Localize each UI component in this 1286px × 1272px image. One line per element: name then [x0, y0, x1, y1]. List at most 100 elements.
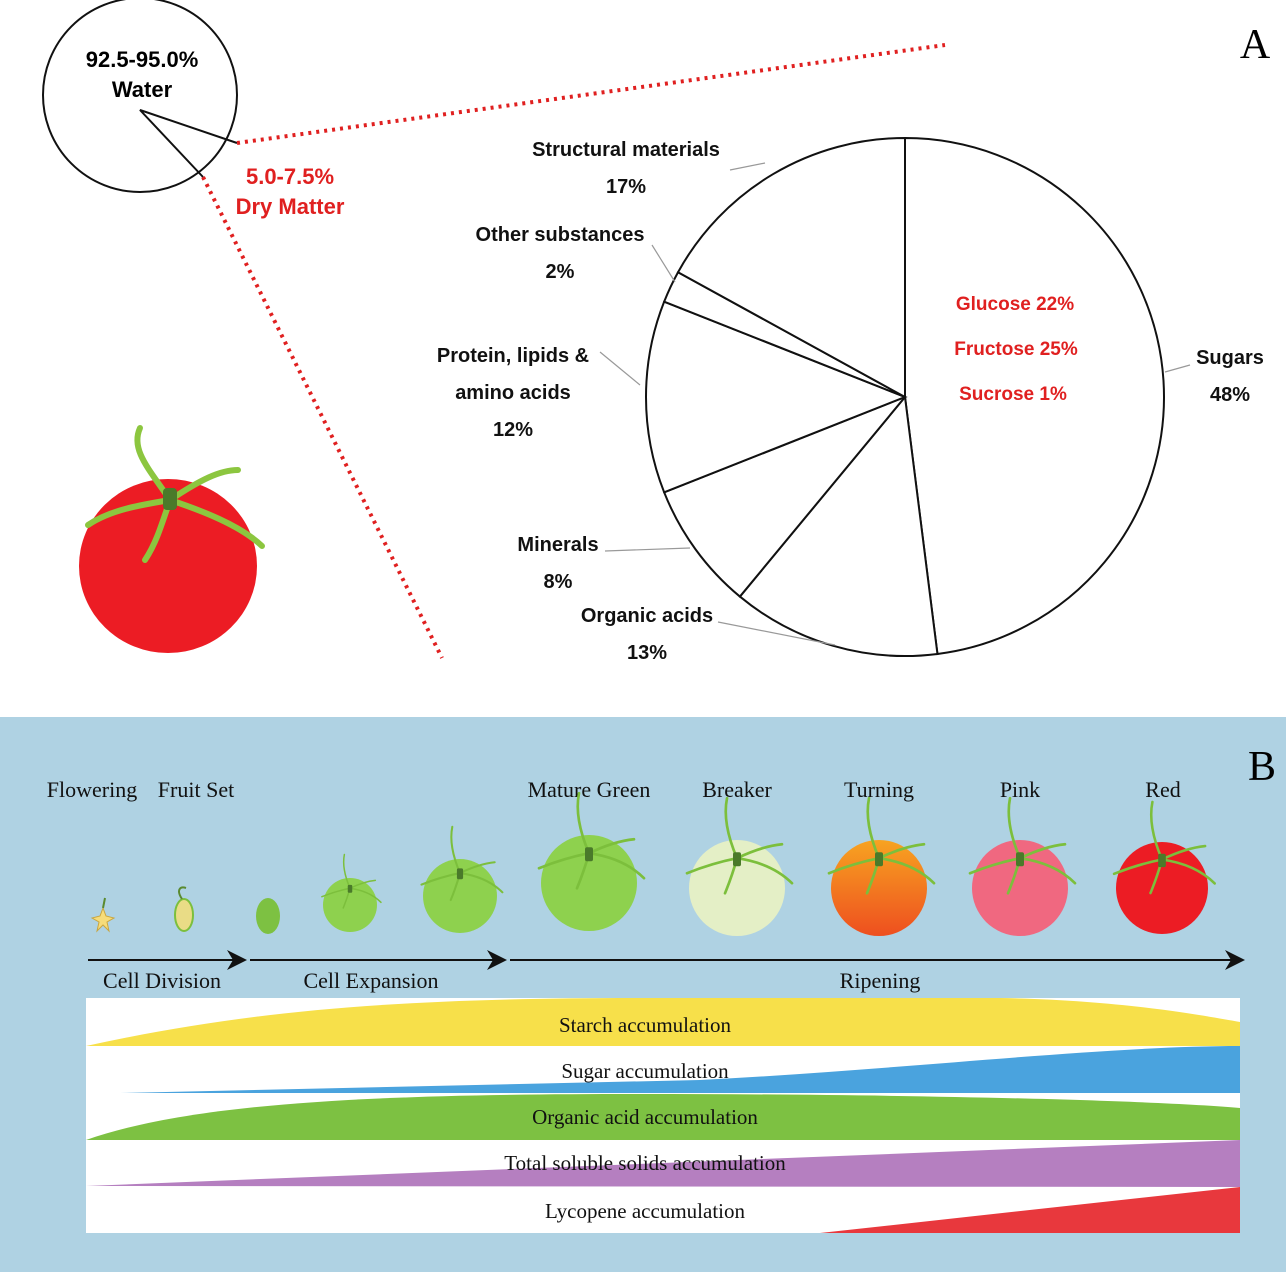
fruit-calyx [827, 796, 936, 895]
sepal [458, 861, 496, 875]
sepal [1160, 858, 1216, 885]
pie-slice [904, 136, 1165, 656]
slice-name: Protein, lipids & amino acids [436, 345, 590, 404]
phase-label: Cell Expansion [303, 968, 438, 993]
sepal [968, 856, 1022, 875]
tomato-stem [163, 488, 177, 510]
slice-value: 2% [545, 261, 575, 283]
slice-value: 48% [1209, 384, 1251, 406]
sepal [349, 879, 377, 890]
sepal [735, 856, 794, 885]
accumulation-label: Lycopene accumulation [545, 1199, 746, 1223]
pie-slice [645, 300, 908, 494]
slice-label: Minerals 8% [478, 527, 638, 601]
sepal [1160, 844, 1207, 861]
slice-label: Structural materials 17% [506, 132, 746, 206]
sepal [1018, 842, 1067, 860]
slice-value: 17% [605, 176, 647, 198]
zoom-line [201, 176, 444, 659]
pie-slice [662, 396, 906, 598]
stage-label: Red [1145, 777, 1180, 802]
stage-label: Pink [1000, 777, 1040, 802]
acid-band [86, 1094, 1240, 1140]
sepal [420, 872, 462, 886]
zoom-line [236, 43, 946, 145]
sepal [587, 851, 646, 880]
fruit-set [174, 898, 194, 932]
slice-label: Other substances 2% [450, 217, 670, 291]
sepal [349, 887, 382, 904]
sepal [321, 887, 351, 898]
water-range: 92.5-95.0% [86, 47, 199, 72]
slice-label: Sugars 48% [1170, 340, 1286, 414]
slice-name: Sugars [1196, 347, 1264, 369]
lycopene-band [820, 1187, 1240, 1233]
sepal [458, 872, 504, 894]
sepal [1018, 856, 1077, 885]
fruit-set-stem [178, 886, 187, 900]
panel-letter: A [1240, 22, 1271, 68]
leader-line [599, 351, 641, 386]
slice-name: Minerals [517, 534, 599, 556]
slice-name: Structural materials [532, 139, 720, 161]
stage-label: Breaker [702, 777, 772, 802]
fruit-stem [875, 852, 883, 867]
accumulation-label: Sugar accumulation [561, 1059, 729, 1083]
accumulation-label: Starch accumulation [559, 1013, 732, 1037]
sepal [877, 856, 936, 885]
young-fruit [256, 898, 280, 934]
sugar-component: Glucose 22% [956, 294, 1074, 315]
starch-band [86, 998, 1240, 1046]
phase-label: Ripening [840, 968, 921, 993]
accumulation-label: Total soluble solids accumulation [504, 1151, 786, 1175]
sepal [1112, 858, 1164, 876]
stage-label: Turning [844, 777, 914, 802]
fruit-stem [456, 868, 464, 880]
stage-label: Fruit Set [158, 777, 234, 802]
leader-line [717, 621, 836, 646]
tomato [79, 479, 257, 653]
sepal [827, 856, 881, 875]
stage-label: Flowering [47, 777, 137, 802]
slice-name: Other substances [475, 224, 645, 246]
leader-line [651, 244, 676, 283]
dry-matter-name: Dry Matter [230, 192, 350, 222]
pie-slice [738, 394, 939, 657]
leader-line [729, 162, 766, 171]
fruit-stem [1016, 852, 1024, 867]
slice-value: 13% [626, 642, 668, 664]
flower-stem [102, 897, 106, 909]
leader-line [604, 547, 691, 552]
panel-letter: B [1248, 744, 1276, 790]
slice-label: Organic acids 13% [547, 598, 747, 672]
sepal [587, 837, 636, 855]
dry-matter-wedge [139, 109, 238, 178]
fruit-stem [1158, 853, 1166, 868]
fruit-stem [733, 852, 741, 867]
slice-value: 8% [543, 571, 573, 593]
water-name: Water [112, 77, 173, 102]
dry-matter-text: Dry Matter [235, 194, 345, 219]
fruit-stem [585, 847, 593, 862]
sugar-band [120, 1046, 1240, 1093]
slice-label: Protein, lipids & amino acids 12% [413, 338, 613, 449]
dry-matter-range: 5.0-7.5% [246, 164, 334, 189]
soluble-band [86, 1140, 1240, 1187]
slice-name: Organic acids [580, 605, 714, 627]
sugar-component: Sucrose 1% [959, 384, 1067, 405]
water-pie [42, 0, 238, 193]
sepal [877, 842, 926, 860]
stage-label: Mature Green [528, 777, 651, 802]
accumulation-label: Organic acid accumulation [532, 1105, 758, 1129]
sepal [735, 842, 784, 860]
sepal [537, 851, 591, 870]
flower [90, 906, 116, 933]
sugar-component: Fructose 25% [954, 339, 1078, 360]
fruit-stem [347, 884, 353, 893]
pie-slice [676, 136, 906, 399]
leader-line [1164, 364, 1191, 373]
phase-label: Cell Division [103, 968, 221, 993]
sepal [685, 856, 739, 875]
